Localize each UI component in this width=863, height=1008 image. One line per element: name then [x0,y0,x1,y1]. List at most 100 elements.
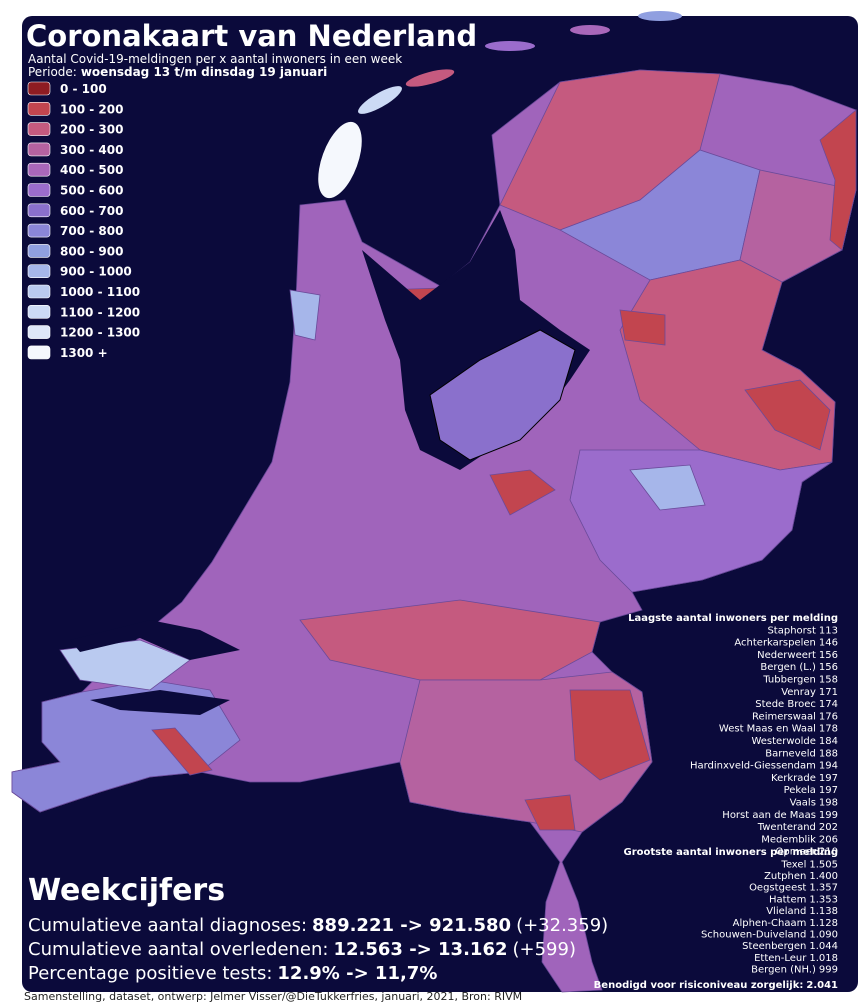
list-item: Barneveld 188 [765,748,838,759]
map-shapes [11,69,857,993]
legend-swatch [27,223,51,238]
item-value: 1.353 [809,894,838,905]
region [819,109,857,251]
week-label: Cumulatieve aantal diagnoses: [28,915,307,936]
item-value: 1.128 [809,918,838,929]
legend-swatch [27,325,51,339]
legend-swatch [27,81,51,96]
legend-label: 1100 - 1200 [60,305,140,319]
item-name: Hardinxveld-Giessendam [690,761,816,772]
legend-label: 100 - 200 [60,102,123,116]
legend-label: 700 - 800 [60,224,123,238]
item-value: 194 [819,761,838,772]
list-item: Pekela 197 [784,785,838,796]
item-value: 999 [819,965,838,976]
list-item: Westerwolde 184 [751,736,838,747]
item-name: Zutphen [764,871,806,882]
region [569,689,651,781]
legend-swatch [27,264,51,279]
week-figures: Cumulatieve aantal diagnoses: 889.221 -> … [28,915,608,984]
item-value: 202 [819,822,838,833]
item-value: 178 [819,724,838,735]
period-label: Periode: [28,65,77,79]
list-item: Nederweert 156 [757,650,838,661]
region [524,794,576,831]
list-item: Medemblik 206 [761,834,838,845]
item-name: Opmeer [776,847,817,858]
item-name: Texel [780,859,806,870]
list-item: Reimerswaal 176 [752,711,838,722]
item-name: Westerwolde [751,736,815,747]
item-name: Bergen (L.) [760,662,816,673]
item-name: Medemblik [761,834,816,845]
week-value: 12.9% -> 11,7% [277,963,437,984]
item-value: 113 [819,625,838,636]
item-value: 1.090 [809,930,838,941]
title: Coronakaart van Nederland [26,19,477,53]
week-line: Cumulatieve aantal overledenen: 12.563 ->… [28,939,576,960]
legend-label: 1000 - 1100 [60,285,140,299]
item-value: 188 [819,748,838,759]
item-value: 176 [819,711,838,722]
item-value: 171 [819,687,838,698]
item-value: 198 [819,798,838,809]
item-name: Pekela [784,785,816,796]
item-name: Reimerswaal [752,711,816,722]
item-value: 1.400 [809,871,838,882]
list-item: Hardinxveld-Giessendam 194 [690,761,838,772]
region [569,449,833,593]
item-value: 1.138 [809,906,838,917]
item-name: Staphorst [767,625,816,636]
island [318,121,362,199]
island [358,86,402,114]
legend-swatch [27,284,51,299]
legend-label: 0 - 100 [60,82,107,96]
region [629,464,706,511]
island [405,69,455,87]
legend-label: 300 - 400 [60,143,123,157]
item-name: Bergen (NH.) [751,965,816,976]
item-name: Nederweert [757,650,816,661]
threshold-label: Benodigd voor risiconiveau zorgelijk: [594,980,804,991]
list-item: Staphorst 113 [767,625,838,636]
list-item: Texel 1.505 [780,859,838,870]
item-value: 156 [819,662,838,673]
item-name: Tubbergen [762,675,816,686]
legend-label: 500 - 600 [60,184,123,198]
item-name: Twenterand [757,822,816,833]
list-item: Horst aan de Maas 199 [722,810,838,821]
item-name: Vlieland [766,906,806,917]
item-value: 158 [819,675,838,686]
item-value: 184 [819,736,838,747]
legend-swatch [27,183,51,197]
period: Periode: woensdag 13 t/m dinsdag 19 janua… [28,65,327,79]
item-name: Etten-Leur [754,953,807,964]
island [638,11,682,21]
legend-label: 1200 - 1300 [60,326,140,340]
list-item: Bergen (L.) 156 [760,662,838,673]
item-value: 156 [819,650,838,661]
estuary [90,690,230,715]
island [570,25,610,35]
threshold: Benodigd voor risiconiveau zorgelijk: 2.0… [594,980,838,991]
item-name: Barneveld [765,748,816,759]
list-item: Twenterand 202 [757,822,838,833]
subtitle: Aantal Covid-19-meldingen per x aantal i… [28,52,402,66]
region [59,639,191,691]
list-item: West Maas en Waal 178 [719,724,838,735]
footer: Samenstelling, dataset, ontwerp: Jelmer … [24,990,522,1003]
region [151,727,213,776]
list-item: Venray 171 [781,687,838,698]
item-value: 1.044 [809,941,838,952]
region [489,469,556,516]
list-item: Opmeer 210 [776,847,838,858]
item-name: Schouwen-Duiveland [701,930,806,941]
item-value: 206 [819,834,838,845]
item-value: 174 [819,699,838,710]
item-name: Alphen-Chaam [733,918,807,929]
week-change: (+32.359) [516,915,608,936]
item-value: 1.018 [809,953,838,964]
island [485,41,535,51]
